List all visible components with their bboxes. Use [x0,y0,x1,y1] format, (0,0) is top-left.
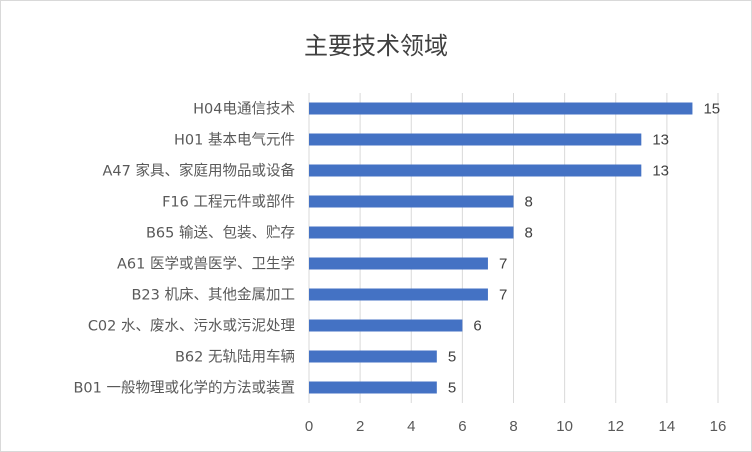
bar [309,226,514,239]
bar [309,350,437,363]
x-tick-label: 6 [458,418,466,435]
x-tick-label: 4 [407,418,415,435]
category-label: B62 无轨陆用车辆 [175,349,295,366]
data-label: 8 [525,194,533,211]
data-label: 5 [448,380,456,397]
data-label: 7 [499,256,507,273]
bar [309,164,642,177]
x-tick-label: 8 [509,418,517,435]
data-label: 15 [703,101,720,118]
x-tick-label: 14 [659,418,676,435]
data-label: 13 [652,132,669,149]
category-label: B23 机床、其他金属加工 [131,287,295,304]
category-label: H04电通信技术 [193,101,295,118]
bar [309,288,488,301]
bar [309,133,642,146]
category-label: A61 医学或兽医学、卫生学 [117,256,295,273]
category-label: B01 一般物理或化学的方法或装置 [73,380,295,397]
category-label: H01 基本电气元件 [174,132,295,149]
data-label: 13 [652,163,669,180]
chart-title: 主要技术领域 [304,32,448,60]
data-label: 7 [499,287,507,304]
data-label: 5 [448,349,456,366]
x-tick-label: 16 [710,418,727,435]
data-label: 6 [473,318,481,335]
bar [309,195,514,208]
data-label: 8 [525,225,533,242]
category-label: F16 工程元件或部件 [162,194,295,211]
x-tick-label: 2 [356,418,364,435]
bar [309,319,463,332]
category-label: C02 水、废水、污水或污泥处理 [88,318,296,335]
category-label: B65 输送、包装、贮存 [146,225,295,242]
x-tick-label: 0 [305,418,313,435]
x-tick-label: 12 [607,418,624,435]
x-tick-label: 10 [556,418,573,435]
bar [309,257,488,270]
bar [309,102,693,115]
category-label: A47 家具、家庭用物品或设备 [103,163,296,180]
bar [309,381,437,394]
